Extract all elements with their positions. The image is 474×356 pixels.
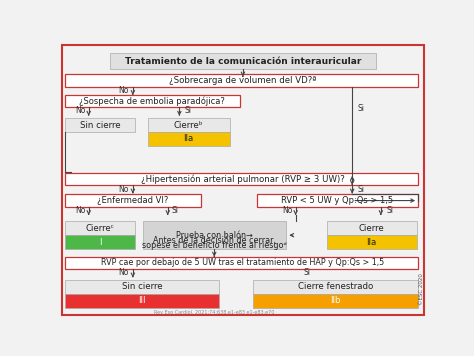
Text: No: No [75,106,85,115]
Text: IIa: IIa [366,238,377,247]
Bar [65,74,418,87]
Text: IIa: IIa [183,135,194,143]
Text: Antes de la decisión de cerrar,: Antes de la decisión de cerrar, [153,236,276,245]
Bar [148,132,230,146]
Text: Si: Si [172,206,179,215]
Text: RVP < 5 UW y Qp:Qs > 1,5: RVP < 5 UW y Qp:Qs > 1,5 [282,196,393,205]
Text: Sin cierre: Sin cierre [80,121,121,130]
Text: No: No [118,86,129,95]
Bar [65,235,135,249]
Text: No: No [118,184,129,194]
Text: ©ESC 2020: ©ESC 2020 [419,273,424,305]
Text: Cierreᵇ: Cierreᵇ [174,121,203,130]
Text: Si: Si [304,268,311,277]
Text: III: III [138,296,146,305]
Bar [65,280,219,294]
Bar [65,118,135,132]
Text: ¿Hipertensión arterial pulmonar (RVP ≥ 3 UW)?: ¿Hipertensión arterial pulmonar (RVP ≥ 3… [141,174,345,184]
Text: Si: Si [358,104,365,114]
Text: No: No [75,206,85,215]
Text: Prueba con balón→: Prueba con balón→ [176,231,253,240]
Bar [65,194,201,207]
Bar [65,221,135,235]
Text: RVP cae por debajo de 5 UW tras el tratamiento de HAP y Qp:Qs > 1,5: RVP cae por debajo de 5 UW tras el trata… [101,258,384,267]
Text: Tratamiento de la comunicación interauricular: Tratamiento de la comunicación interauri… [125,57,361,66]
Text: I: I [99,238,101,247]
Text: ¿Enfermedad VI?: ¿Enfermedad VI? [97,196,169,205]
Text: ¿Sospecha de embolia paradójica?: ¿Sospecha de embolia paradójica? [79,96,225,106]
Bar [143,221,286,249]
Text: Sin cierre: Sin cierre [122,282,163,291]
Text: Si: Si [184,106,191,115]
Text: Cierreᶜ: Cierreᶜ [86,224,115,233]
Text: sopese el beneficio frente al riesgoᵈ: sopese el beneficio frente al riesgoᵈ [142,241,287,251]
Bar [327,221,417,235]
Text: Cierre fenestrado: Cierre fenestrado [298,282,373,291]
Text: Cierre: Cierre [359,224,384,233]
Text: Si: Si [387,206,394,215]
Text: IIb: IIb [330,296,340,305]
Bar [65,257,418,269]
Bar [65,294,219,308]
Bar [253,294,418,308]
Bar [327,235,417,249]
Text: No: No [118,268,129,277]
Bar [65,95,240,108]
Text: Rev Esp Cardiol. 2021;74:638.e1-e83 e1-e83.e70: Rev Esp Cardiol. 2021;74:638.e1-e83 e1-e… [154,310,274,315]
Text: Si: Si [358,184,365,194]
Bar [109,53,376,69]
Text: No: No [282,206,292,215]
Bar [257,194,418,207]
Bar [148,118,230,132]
Bar [65,173,418,185]
Text: ¿Sobrecarga de volumen del VD?ª: ¿Sobrecarga de volumen del VD?ª [169,76,317,85]
Bar [253,280,418,294]
